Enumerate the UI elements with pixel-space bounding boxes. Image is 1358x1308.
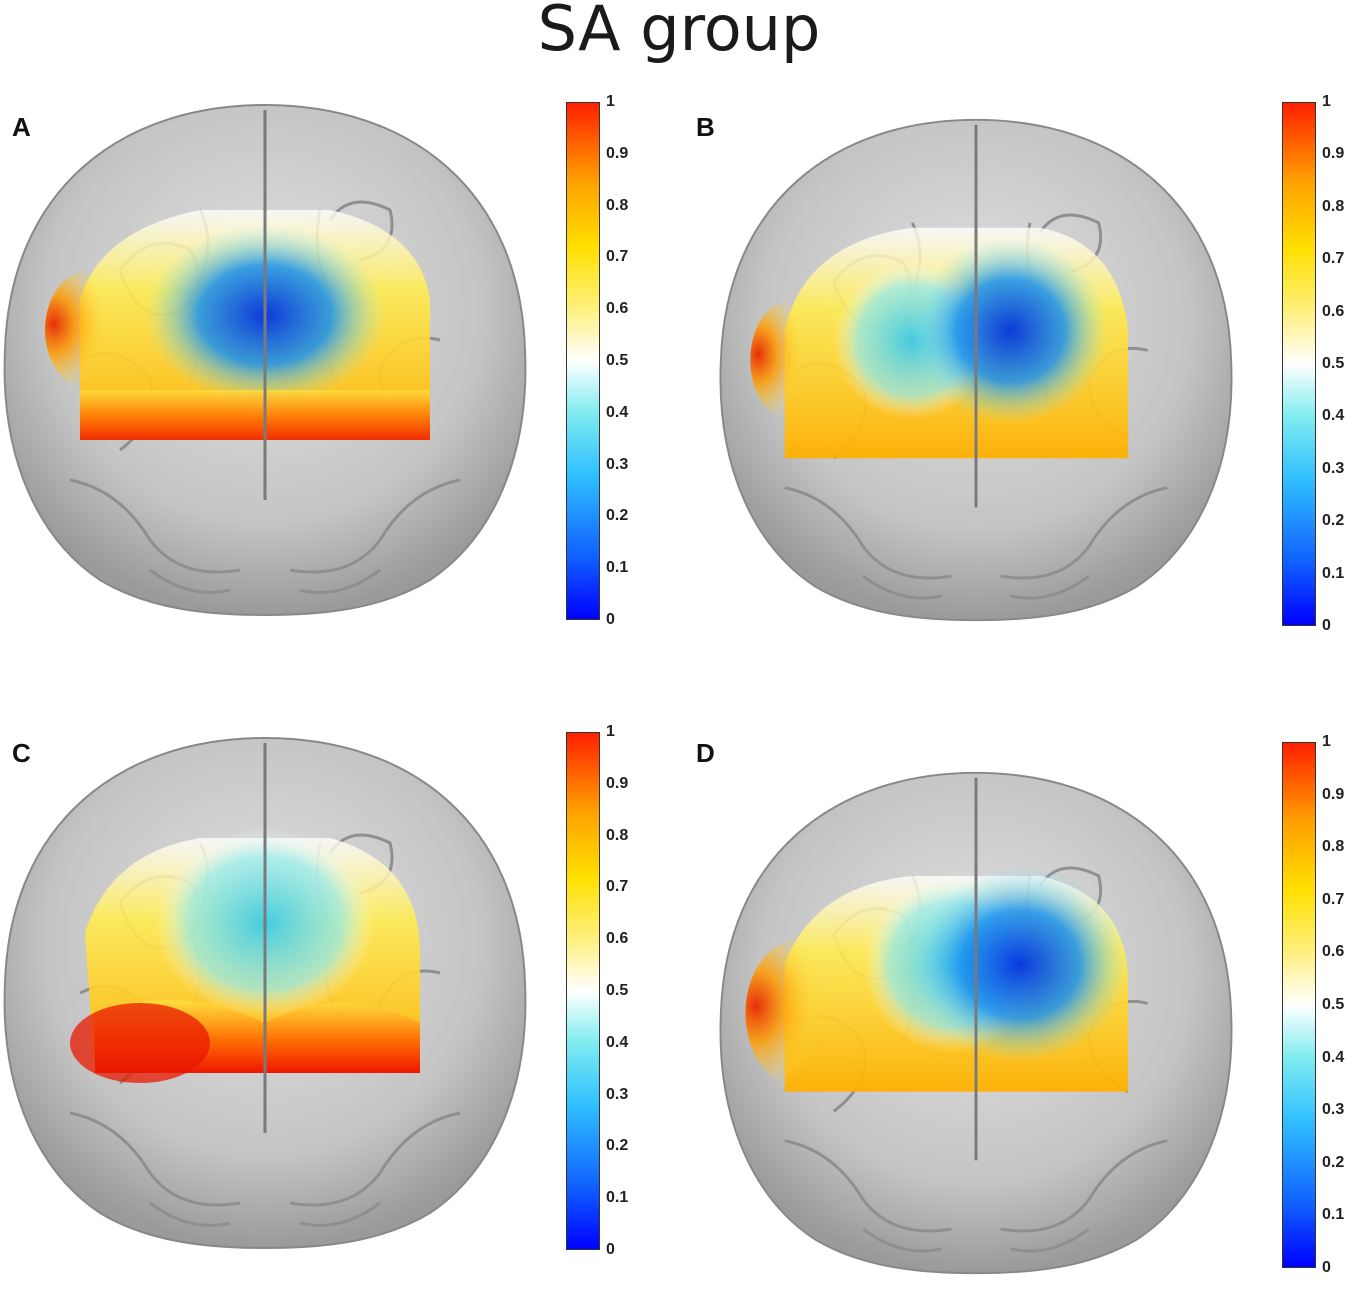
- colorbar-tick: 0.6: [606, 930, 629, 948]
- colorbar-tick: 0.7: [1322, 250, 1345, 268]
- colorbar-tick: 0.4: [606, 1033, 629, 1051]
- colorbar-tick: 0.2: [1322, 512, 1345, 530]
- panel-b: B 1 0.9 0.8 0.7 0.6 0.5 0.4 0.3 0.2 0.1 …: [696, 93, 1356, 680]
- colorbar-tick: 0: [1322, 1259, 1331, 1276]
- panel-label: A: [12, 112, 31, 142]
- colorbar-tick: 0: [606, 1241, 615, 1258]
- colorbar-tick: 0.8: [1322, 197, 1345, 215]
- colorbar-tick: 0: [1322, 617, 1331, 634]
- colorbar-tick: 0: [606, 611, 615, 628]
- colorbar-tick: 0.8: [606, 826, 629, 844]
- colorbar-tick: 0.4: [606, 403, 629, 421]
- colorbar-tick: 1: [1322, 93, 1331, 110]
- colorbar-tick: 0.6: [1322, 302, 1345, 320]
- colorbar-tick: 0.3: [606, 455, 629, 473]
- colorbar-tick: 0.1: [606, 559, 629, 577]
- brain-rendering: [719, 118, 1233, 622]
- brain-rendering: [719, 771, 1233, 1275]
- colorbar-tick: 0.8: [606, 196, 629, 214]
- colorbar-tick: 0.4: [1322, 1048, 1345, 1066]
- colorbar-tick: 0.5: [606, 352, 629, 369]
- colorbar-tick: 0.9: [1322, 145, 1345, 163]
- colorbar-tick: 0.7: [1322, 890, 1345, 908]
- colorbar-tick: 0.2: [1322, 1153, 1345, 1171]
- colorbar-tick: 0.2: [606, 1137, 629, 1155]
- colorbar-tick: 0.1: [606, 1189, 629, 1207]
- colorbar-tick: 0.3: [1322, 459, 1345, 477]
- colorbar-tick: 0.9: [606, 144, 629, 162]
- colorbar-tick: 1: [606, 93, 615, 110]
- colorbar-tick: 0.1: [1322, 564, 1345, 582]
- colorbar-tick: 0.9: [606, 774, 629, 792]
- colorbar-tick: 0.5: [606, 982, 629, 999]
- colorbar-tick: 0.7: [606, 248, 629, 266]
- colorbar-tick: 1: [1322, 733, 1331, 750]
- colorbar-tick: 0.3: [606, 1085, 629, 1103]
- figure-title: SA group: [537, 0, 821, 65]
- colorbar-tick: 0.4: [1322, 407, 1345, 425]
- colorbar-tick: 0.5: [1322, 355, 1345, 372]
- colorbar-tick: 0.2: [606, 507, 629, 525]
- colorbar-tick: 0.1: [1322, 1206, 1345, 1224]
- panel-label: D: [696, 738, 715, 768]
- brain-rendering: [3, 103, 527, 617]
- panel-a: A 1 0.9 0.8 0.7 0.6 0.5 0.4 0.3 0.2 0.1 …: [0, 93, 660, 680]
- colorbar-tick: 0.6: [1322, 943, 1345, 961]
- colorbar-tick: 0.9: [1322, 785, 1345, 803]
- colorbar-tick: 0.3: [1322, 1101, 1345, 1119]
- colorbar-tick: 0.5: [1322, 996, 1345, 1013]
- colorbar-tick: 0.6: [606, 300, 629, 318]
- panel-c: C 1 0.9 0.8 0.7 0.6 0.5 0.4 0.3 0.2 0.1 …: [0, 723, 660, 1308]
- colorbar-tick: 0.8: [1322, 838, 1345, 856]
- colorbar-tick: 0.7: [606, 878, 629, 896]
- panel-label: B: [696, 112, 715, 142]
- colorbar-tick: 1: [606, 723, 615, 740]
- panel-label: C: [12, 738, 31, 768]
- brain-rendering: [3, 736, 527, 1250]
- panel-d: D 1 0.9 0.8 0.7 0.6 0.5 0.4 0.3 0.2 0.1 …: [696, 728, 1356, 1308]
